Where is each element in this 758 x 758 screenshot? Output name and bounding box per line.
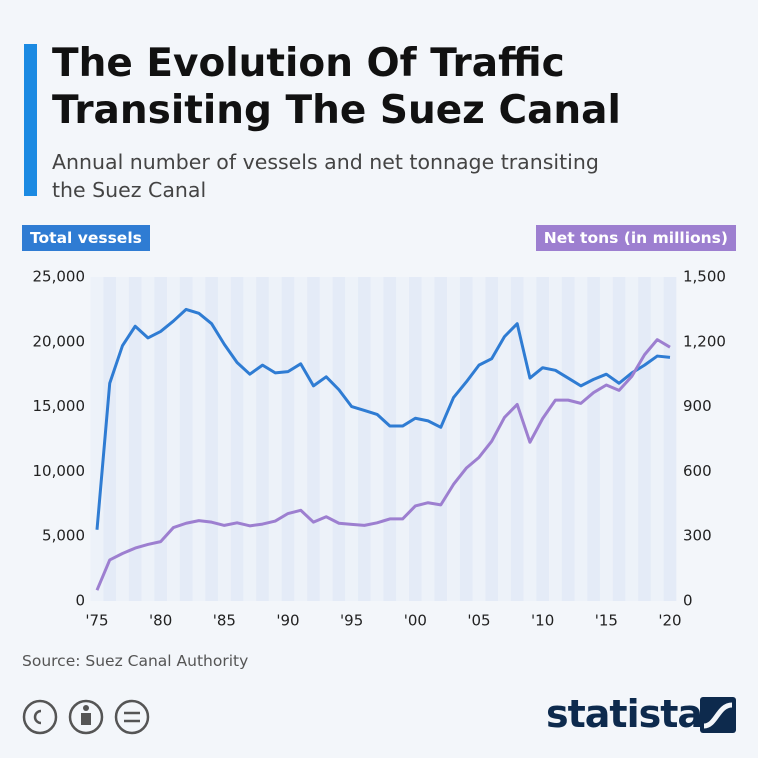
band — [128, 277, 142, 601]
band — [663, 277, 677, 601]
source: Source: Suez Canal Authority — [22, 652, 249, 670]
band — [421, 277, 435, 601]
band — [167, 277, 180, 601]
x-tick-label: '10 — [531, 612, 554, 630]
y-tick-label: 25,000 — [33, 268, 86, 286]
band — [332, 277, 346, 601]
background-bands — [90, 277, 677, 601]
x-tick-label: '15 — [595, 612, 618, 630]
band — [561, 277, 575, 601]
band — [447, 277, 460, 601]
band — [103, 277, 117, 601]
band — [192, 277, 206, 601]
band — [141, 277, 155, 601]
band — [179, 277, 193, 601]
band — [345, 277, 359, 601]
x-tick-label: '95 — [340, 612, 363, 630]
x-tick-label: '20 — [658, 612, 681, 630]
chart-subtitle: Annual number of vessels and net tonnage… — [52, 150, 599, 202]
band — [510, 277, 524, 601]
band — [625, 277, 639, 601]
y-axis-label: Total vessels — [22, 225, 150, 251]
y-tick-label: 5,000 — [42, 527, 85, 545]
y2-tick-label: 900 — [683, 397, 712, 415]
band — [319, 277, 333, 601]
y2-tick-label: 0 — [683, 592, 693, 610]
license-icons — [22, 699, 150, 735]
band — [574, 277, 588, 601]
brand-icon — [700, 697, 736, 733]
band — [638, 277, 651, 601]
y2-tick-label: 300 — [683, 527, 712, 545]
band — [472, 277, 486, 601]
band — [307, 277, 320, 601]
band — [612, 277, 626, 601]
band — [154, 277, 168, 601]
chart-title: The Evolution Of Traffic Transiting The … — [52, 41, 621, 133]
y2-tick-label: 600 — [683, 462, 712, 480]
accent-bar — [24, 44, 37, 196]
band — [587, 277, 600, 601]
series-line — [95, 307, 671, 530]
band — [205, 277, 218, 601]
brand-logo: statista — [546, 692, 703, 736]
x-tick-label: '05 — [467, 612, 490, 630]
band — [256, 277, 269, 601]
band — [383, 277, 397, 601]
x-tick-label: '85 — [213, 612, 236, 630]
x-tick-label: '80 — [149, 612, 172, 630]
y-tick-label: 20,000 — [33, 332, 86, 350]
y-tick-label: 15,000 — [33, 397, 86, 415]
band — [408, 277, 422, 601]
y2-tick-label: 1,200 — [683, 332, 726, 350]
band — [281, 277, 295, 601]
band — [549, 277, 562, 601]
band — [459, 277, 473, 601]
band — [370, 277, 384, 601]
band — [268, 277, 282, 601]
series-line — [95, 338, 671, 591]
y2-tick-label: 1,500 — [683, 268, 726, 286]
band — [396, 277, 409, 601]
y2-axis-label: Net tons (in millions) — [535, 225, 736, 251]
band — [230, 277, 244, 601]
band — [358, 277, 371, 601]
x-tick-label: '75 — [85, 612, 108, 630]
band — [599, 277, 613, 601]
y-tick-label: 10,000 — [33, 462, 86, 480]
band — [243, 277, 257, 601]
x-tick-label: '90 — [276, 612, 299, 630]
y-tick-label: 0 — [75, 592, 85, 610]
band — [294, 277, 308, 601]
band — [650, 277, 664, 601]
band — [536, 277, 550, 601]
x-tick-label: '00 — [404, 612, 427, 630]
band — [217, 277, 231, 601]
band — [434, 277, 448, 601]
band — [498, 277, 511, 601]
band — [90, 277, 104, 601]
